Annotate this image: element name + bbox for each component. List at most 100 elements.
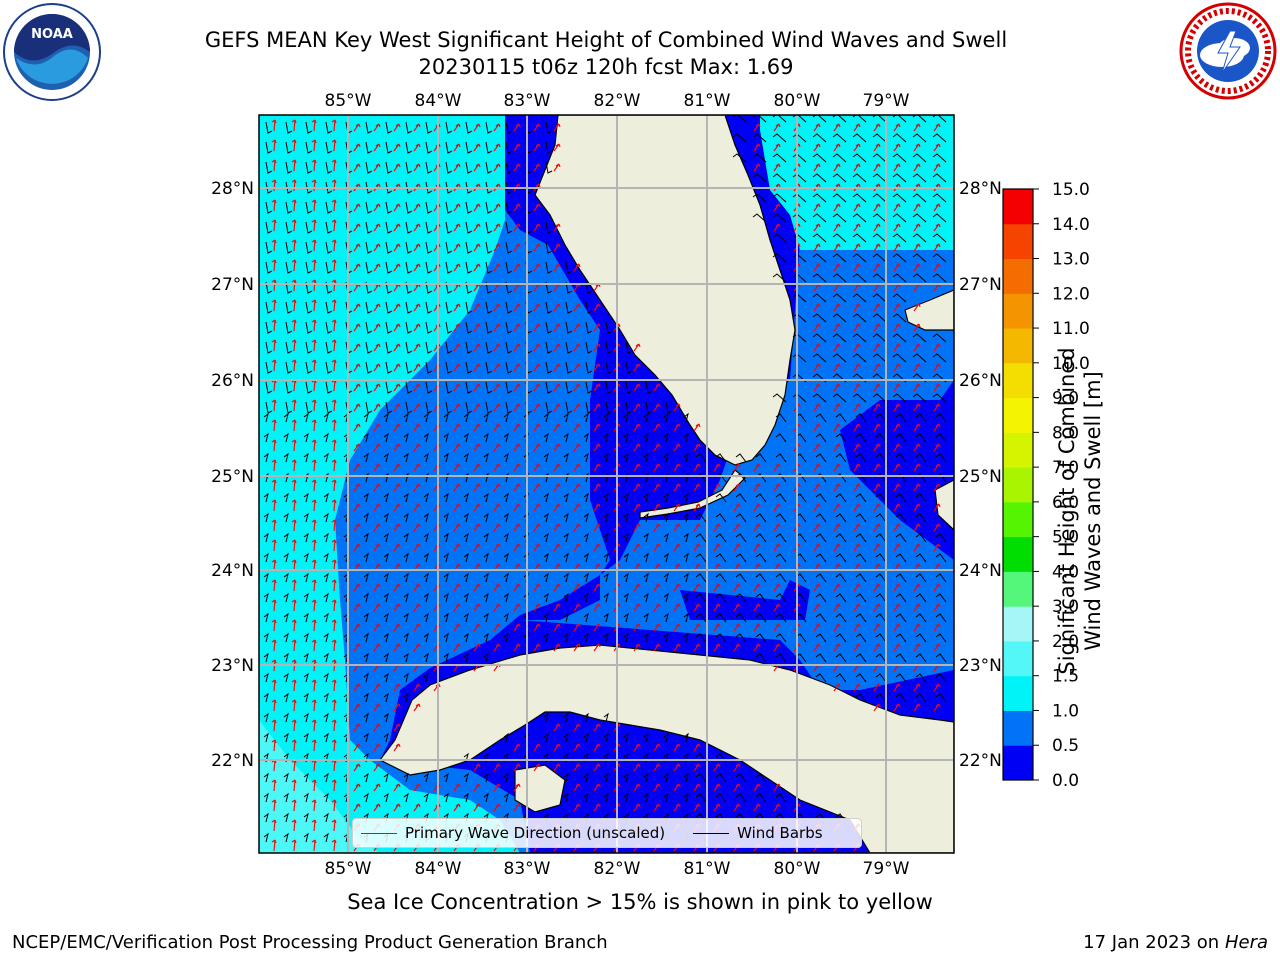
wave-arrow — [271, 279, 277, 292]
wind-barb — [303, 832, 309, 843]
wave-arrow — [493, 403, 501, 412]
wind-barb — [265, 321, 273, 334]
wind-barb — [365, 201, 373, 214]
wind-barb — [695, 793, 707, 803]
wave-arrow — [373, 163, 381, 172]
wind-barb — [852, 153, 867, 163]
colorbar-cell — [1003, 223, 1033, 260]
wave-arrow — [873, 163, 881, 172]
wave-arrow — [833, 363, 841, 372]
wind-barb — [563, 712, 569, 723]
wind-barb — [323, 512, 329, 523]
wind-barb — [875, 673, 887, 683]
wind-barb — [545, 121, 553, 134]
wind-barb — [812, 115, 827, 123]
wind-barb — [505, 181, 513, 194]
legend-item-wave: Primary Wave Direction (unscaled) — [361, 824, 665, 842]
wind-barb — [265, 261, 273, 274]
wave-arrow — [853, 123, 861, 132]
wave-arrow — [813, 243, 821, 252]
wind-barb — [855, 613, 867, 623]
wind-barb — [403, 672, 409, 683]
wind-barb — [603, 492, 609, 503]
wind-barb — [263, 612, 269, 623]
wave-arrow — [331, 199, 337, 212]
wave-arrow — [291, 299, 297, 312]
wave-arrow — [413, 223, 421, 232]
wind-barb — [405, 141, 413, 154]
wave-arrow — [913, 363, 921, 372]
wind-barb — [405, 381, 413, 394]
wind-barb — [812, 313, 827, 323]
wave-arrow — [393, 163, 401, 172]
wave-arrow — [893, 243, 901, 252]
wind-barb — [403, 772, 409, 783]
wind-barb — [465, 201, 473, 214]
wind-barb — [643, 512, 649, 523]
wind-barb — [363, 492, 369, 503]
wave-arrow — [913, 343, 921, 352]
wind-barb — [892, 173, 907, 183]
wind-barb — [835, 633, 847, 643]
colorbar-tick-label: 14.0 — [1052, 215, 1090, 235]
wind-barb — [363, 732, 369, 743]
wind-barb — [303, 672, 309, 683]
wave-arrow — [873, 343, 881, 352]
wind-barb — [503, 572, 509, 583]
wave-arrow — [893, 163, 901, 172]
wind-barb — [323, 432, 329, 443]
wind-barb — [832, 333, 847, 343]
wind-barb — [872, 313, 887, 323]
wind-barb — [445, 321, 453, 334]
wind-barb — [563, 632, 569, 643]
wind-barb — [855, 573, 867, 583]
wind-barb — [663, 612, 669, 623]
wind-barb — [715, 773, 727, 783]
wave-arrow — [553, 243, 561, 252]
wind-barb — [915, 553, 927, 563]
wind-barb — [263, 512, 269, 523]
wind-barb — [385, 381, 393, 394]
wind-barb — [503, 512, 509, 523]
wind-barb — [485, 261, 493, 274]
wind-barb — [443, 532, 449, 543]
wind-barb — [263, 692, 269, 703]
wave-arrow — [291, 339, 297, 352]
wind-barb — [403, 792, 409, 803]
wind-barb — [855, 453, 867, 463]
wave-arrow — [593, 323, 601, 332]
wave-arrow — [633, 363, 641, 372]
wind-barb — [875, 413, 887, 423]
wind-barb — [465, 261, 473, 274]
wind-barb — [855, 493, 867, 503]
wind-barb — [603, 512, 609, 523]
wind-barb — [915, 433, 927, 443]
wave-arrow — [493, 203, 501, 212]
wind-barb — [683, 532, 689, 543]
wind-barb — [283, 672, 289, 683]
wind-barb — [583, 572, 589, 583]
wave-arrow — [311, 239, 317, 252]
wind-barb — [912, 353, 927, 363]
wind-barb — [772, 133, 787, 143]
wind-barb — [875, 693, 887, 703]
wind-barb — [443, 452, 449, 463]
wave-arrow — [893, 343, 901, 352]
wave-arrow — [291, 259, 297, 272]
wave-arrow — [753, 163, 761, 172]
wind-barb — [285, 381, 293, 394]
wave-arrow — [493, 383, 501, 392]
wave-arrow — [653, 403, 661, 412]
wind-barb — [895, 553, 907, 563]
wind-barb — [643, 592, 649, 603]
wind-barb — [643, 452, 649, 463]
wind-barb — [463, 492, 469, 503]
wind-barb — [895, 413, 907, 423]
wind-barb — [643, 732, 649, 743]
wind-barb — [463, 432, 469, 443]
wind-barb — [305, 121, 313, 134]
wind-barb — [323, 612, 329, 623]
wind-barb — [663, 552, 669, 563]
wave-arrow — [473, 343, 481, 352]
wind-barb — [932, 393, 947, 403]
